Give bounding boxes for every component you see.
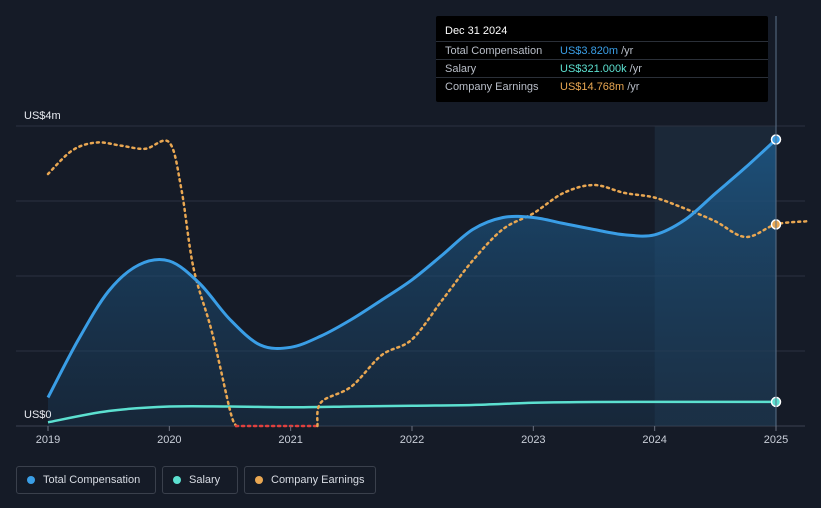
tooltip-row-salary: Salary US$321.000k/yr xyxy=(436,59,768,78)
legend-dot-icon xyxy=(173,476,181,484)
legend-label: Salary xyxy=(189,474,221,486)
legend: Total Compensation Salary Company Earnin… xyxy=(16,466,376,494)
x-axis: 2019 2020 2021 2022 2023 2024 2025 xyxy=(36,426,788,446)
total-compensation-line xyxy=(46,138,778,399)
legend-item-total-compensation[interactable]: Total Compensation xyxy=(16,466,156,494)
tooltip-amount: US$3.820m xyxy=(560,45,619,57)
tooltip-unit: /yr xyxy=(621,45,634,57)
x-tick-label: 2019 xyxy=(36,434,60,446)
company-earnings-line xyxy=(316,183,808,428)
legend-dot-icon xyxy=(255,476,263,484)
tooltip-row-total: Total Compensation US$3.820m/yr xyxy=(436,41,768,60)
x-tick-label: 2023 xyxy=(521,434,545,446)
y-label-top: US$4m xyxy=(24,110,61,122)
company-earnings-line xyxy=(46,139,238,428)
tooltip-value: US$14.768m/yr xyxy=(560,81,639,93)
tooltip-unit: /yr xyxy=(629,63,642,75)
x-tick-label: 2022 xyxy=(400,434,424,446)
tooltip-value: US$321.000k/yr xyxy=(560,63,642,75)
tooltip-row-earnings: Company Earnings US$14.768m/yr xyxy=(436,77,768,96)
x-tick-label: 2020 xyxy=(157,434,181,446)
legend-item-salary[interactable]: Salary xyxy=(162,466,238,494)
series-layer xyxy=(46,134,808,428)
tooltip-date: Dec 31 2024 xyxy=(445,25,508,37)
tooltip-amount: US$321.000k xyxy=(560,63,627,75)
legend-label: Total Compensation xyxy=(43,474,141,486)
x-tick-label: 2025 xyxy=(764,434,788,446)
salary-line xyxy=(47,400,776,424)
legend-dot-icon xyxy=(27,476,35,484)
total-compensation-area xyxy=(48,139,776,426)
x-tick-label: 2024 xyxy=(642,434,666,446)
tooltip-unit: /yr xyxy=(627,81,640,93)
legend-item-company-earnings[interactable]: Company Earnings xyxy=(244,466,376,494)
tooltip-amount: US$14.768m xyxy=(560,81,625,93)
tooltip-label: Salary xyxy=(445,63,477,75)
x-tick-label: 2021 xyxy=(278,434,302,446)
tooltip: Dec 31 2024 Total Compensation US$3.820m… xyxy=(436,16,768,102)
tooltip-value: US$3.820m/yr xyxy=(560,45,633,57)
tooltip-label: Total Compensation xyxy=(445,45,543,57)
y-label-bottom: US$0 xyxy=(24,409,52,421)
legend-label: Company Earnings xyxy=(271,474,365,486)
tooltip-label: Company Earnings xyxy=(445,81,539,93)
